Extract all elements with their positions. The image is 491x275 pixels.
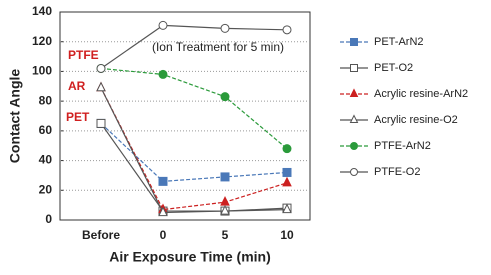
marker [96, 118, 106, 128]
y-tick-label: 20 [39, 182, 53, 196]
series-line [100, 67, 288, 150]
legend-marker [350, 142, 358, 150]
y-tick-label: 40 [39, 153, 53, 167]
marker [158, 206, 168, 217]
marker [158, 69, 168, 79]
legend-label: PET-ArN2 [374, 36, 424, 48]
series-line [100, 122, 288, 182]
legend-marker [350, 64, 358, 72]
marker [158, 20, 168, 30]
annotation: (Ion Treatment for 5 min) [152, 40, 284, 54]
x-tick-label: 10 [280, 228, 294, 242]
marker [96, 63, 106, 73]
x-axis-title: Air Exposure Time (min) [109, 249, 271, 265]
y-tick-label: 140 [32, 4, 52, 18]
legend-marker [350, 38, 358, 46]
y-tick-label: 60 [39, 123, 53, 137]
y-tick-label: 100 [32, 64, 52, 78]
x-tick-label: 5 [222, 228, 229, 242]
marker [282, 203, 292, 214]
y-tick-label: 120 [32, 34, 52, 48]
marker [158, 176, 168, 186]
marker [282, 167, 292, 177]
x-tick-label: 0 [160, 228, 167, 242]
legend-label: PTFE-O2 [374, 166, 420, 178]
legend-label: Acrylic resine-ArN2 [374, 88, 468, 100]
y-tick-label: 0 [45, 212, 52, 226]
series-line [100, 24, 288, 69]
series-line [100, 87, 288, 211]
series-line [100, 87, 288, 214]
annotation: PTFE [68, 48, 99, 62]
marker [220, 92, 230, 102]
marker [220, 23, 230, 33]
marker [220, 172, 230, 182]
marker [282, 25, 292, 35]
legend-marker [350, 168, 358, 176]
marker [282, 176, 292, 187]
legend-label: Acrylic resine-O2 [374, 114, 458, 126]
marker [220, 204, 230, 215]
y-axis-title: Contact Angle [7, 69, 23, 164]
plot-frame [59, 11, 311, 221]
y-tick-label: 80 [39, 93, 53, 107]
legend-marker [349, 114, 359, 123]
annotation: AR [68, 79, 86, 93]
legend-marker [349, 88, 359, 97]
series-line [100, 123, 288, 212]
annotation: PET [66, 110, 90, 124]
legend-label: PET-O2 [374, 62, 413, 74]
marker [96, 81, 106, 92]
x-tick-label: Before [82, 228, 120, 242]
marker [220, 196, 230, 206]
marker [282, 144, 292, 154]
legend-label: PTFE-ArN2 [374, 140, 431, 152]
